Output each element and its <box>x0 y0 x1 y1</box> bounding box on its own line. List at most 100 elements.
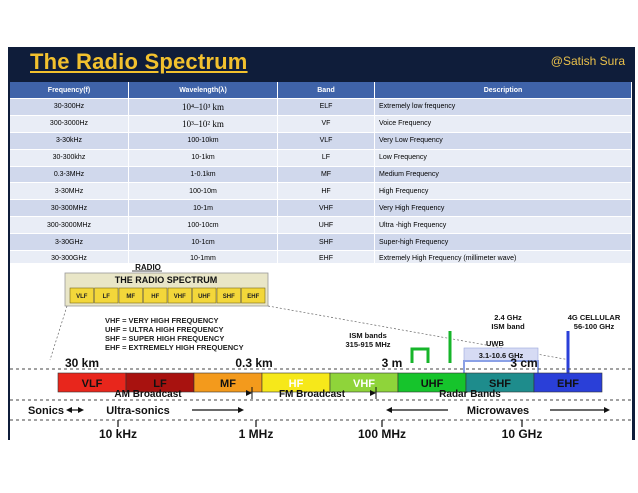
ultra-sonics-label: Ultra-sonics <box>106 405 170 417</box>
spectrum-diagram: RADIO THE RADIO SPECTRUM VLF LF MF HF VHF UHF… <box>10 263 632 440</box>
table-row: 30-300khz 10-1km LF Low Frequency <box>10 148 632 167</box>
wavelength-3cm: 3 cm <box>510 356 537 370</box>
wavelength-cell: 100-10m <box>128 182 278 200</box>
freq-10ghz: 10 GHz <box>502 427 543 440</box>
col-band: Band <box>277 82 375 99</box>
mini-band-label: MF <box>126 294 135 300</box>
description-cell: Low Frequency <box>374 148 632 167</box>
col-description: Description <box>374 82 632 99</box>
frequency-cell: 3-30kHz <box>10 131 129 150</box>
band-segment <box>533 372 603 393</box>
description-cell: Super-high Frequency <box>374 233 632 251</box>
band-label: MF <box>220 378 236 390</box>
description-cell: Very Low Frequency <box>374 131 632 150</box>
author-credit: @Satish Sura <box>550 54 625 68</box>
freq-1mhz: 1 MHz <box>239 427 274 440</box>
description-cell: Extremely low frequency <box>374 98 632 116</box>
wavelength-cell: 10-1mm <box>128 250 278 267</box>
mini-band-cell <box>167 287 192 304</box>
wavelength-cell: 10-1m <box>128 199 278 217</box>
slide-title: The Radio Spectrum <box>30 49 248 74</box>
wavelength-cell: 1-0.1km <box>128 165 278 183</box>
wavelength-cell: 10-1km <box>128 148 278 167</box>
mini-band-cell <box>192 287 217 304</box>
definition-uhf: UHF = ULTRA HIGH FREQUENCY <box>105 325 224 334</box>
mini-band-strip: VLF LF MF HF VHF UHF SHF EHF <box>69 287 266 304</box>
spectrum-table: Frequency(f) Wavelength(λ) Band Descript… <box>10 82 632 267</box>
wavelength-0-3km: 0.3 km <box>235 356 272 370</box>
frequency-cell: 3-30GHz <box>10 233 129 251</box>
frequency-cell: 300-3000Hz <box>10 114 129 133</box>
description-cell: Ultra -high Frequency <box>374 216 632 234</box>
wavelength-3m: 3 m <box>382 356 403 370</box>
frequency-cell: 30-300Hz <box>10 98 129 116</box>
mini-band-label: SHF <box>223 294 235 300</box>
uwb-marker <box>463 360 539 373</box>
band-label: LF <box>153 378 167 390</box>
cellular-label: 4G CELLULAR <box>568 313 621 322</box>
microwaves-label: Microwaves <box>467 405 529 417</box>
band-label: UHF <box>421 378 444 390</box>
band-label: EHF <box>557 378 579 390</box>
mini-band-label: UHF <box>198 294 211 300</box>
band-cell: HF <box>277 182 375 200</box>
frequency-cell: 3-30MHz <box>10 182 129 200</box>
wavelength-cell: 10-1cm <box>128 233 278 251</box>
ism-bands-label: ISM bands <box>349 331 387 340</box>
fm-broadcast-label: FM Broadcast <box>279 389 346 400</box>
frequency-cell: 30-300khz <box>10 148 129 167</box>
description-cell: Voice Frequency <box>374 114 632 133</box>
col-frequency: Frequency(f) <box>10 82 129 99</box>
table-row: 3-30GHz 10-1cm SHF Super-high Frequency <box>10 233 632 251</box>
table-row: 300-3000Hz 10³–10² km VF Voice Frequency <box>10 114 632 133</box>
mini-box-title: THE RADIO SPECTRUM <box>115 275 218 285</box>
mini-band-cell <box>216 287 241 304</box>
table-row: 300-3000MHz 100-10cm UHF Ultra -high Freque… <box>10 216 632 234</box>
frequency-cell: 30-300GHz <box>10 250 129 267</box>
mini-band-label: EHF <box>247 294 259 300</box>
mini-band-cell <box>94 287 119 304</box>
band-label: VHF <box>353 378 375 390</box>
col-wavelength: Wavelength(λ) <box>128 82 278 99</box>
table-row: 30-300Hz 10⁴–10³ km ELF Extremely low frequ… <box>10 98 632 116</box>
radio-label: RADIO <box>135 263 161 272</box>
band-label: VLF <box>82 378 103 390</box>
mini-band-cell <box>241 287 266 304</box>
freq-10khz: 10 kHz <box>99 427 137 440</box>
uwb-label: UWB <box>486 339 504 348</box>
band-cell: MF <box>277 165 375 183</box>
description-cell: High Frequency <box>374 182 632 200</box>
mini-band-cell <box>143 287 168 304</box>
mini-band-label: HF <box>151 294 159 300</box>
description-cell: Extremely High Frequency (millimeter wav… <box>374 250 632 267</box>
frequency-cell: 0.3-3MHz <box>10 165 129 183</box>
am-broadcast-label: AM Broadcast <box>114 389 182 400</box>
definition-vhf: VHF = VERY HIGH FREQUENCY <box>105 316 219 325</box>
table-row: 30-300GHz 10-1mm EHF Extremely High Frequen… <box>10 250 632 267</box>
wavelength-cell: 10³–10² km <box>128 114 278 133</box>
uwb-freq: 3.1-10.6 GHz <box>479 351 524 360</box>
mini-band-label: VLF <box>76 294 88 300</box>
wavelength-cell: 100-10km <box>128 131 278 150</box>
frequency-cell: 300-3000MHz <box>10 216 129 234</box>
band-cell: EHF <box>277 250 375 267</box>
wavelength-cell: 100-10cm <box>128 216 278 234</box>
band-label: SHF <box>489 378 511 390</box>
table-row: 0.3-3MHz 1-0.1km MF Medium Frequency <box>10 165 632 183</box>
slide: The Radio Spectrum @Satish Sura Frequenc… <box>8 47 635 440</box>
ism-band-label: ISM band <box>491 322 525 331</box>
band-label: HF <box>289 378 304 390</box>
main-band-bar: VLF LF MF HF VHF UHF SHF EHF <box>57 372 603 393</box>
table-header-row: Frequency(f) Wavelength(λ) Band Descript… <box>10 82 632 99</box>
band-cell: VLF <box>277 131 375 150</box>
band-cell: LF <box>277 148 375 167</box>
mini-band-cell <box>118 287 143 304</box>
mini-band-label: LF <box>103 294 111 300</box>
ism-bands-freq: 315-915 MHz <box>345 340 390 349</box>
ghz24-label: 2.4 GHz <box>494 313 522 322</box>
mini-band-cell <box>69 287 94 304</box>
band-cell: SHF <box>277 233 375 251</box>
definition-ehf: EHF = EXTREMELY HIGH FREQUENCY <box>105 343 244 352</box>
band-cell: VHF <box>277 199 375 217</box>
band-cell: UHF <box>277 216 375 234</box>
